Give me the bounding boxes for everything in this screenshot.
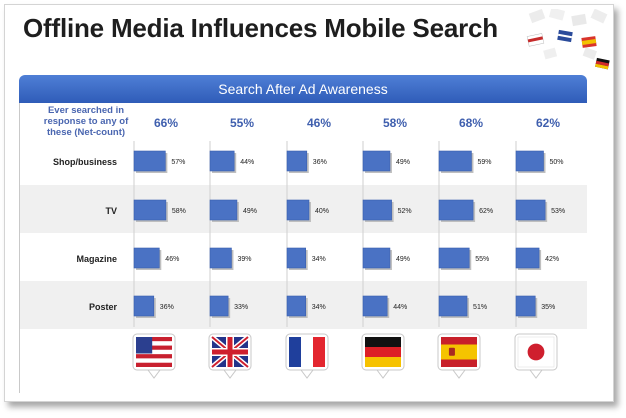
bar-value-label: 44% xyxy=(240,159,254,166)
flag-card-pointer xyxy=(300,369,314,379)
bar xyxy=(286,199,310,221)
france-flag-white xyxy=(301,337,313,367)
bar-value-label: 50% xyxy=(550,159,564,166)
bar-value-label: 35% xyxy=(541,304,555,311)
bar xyxy=(362,295,388,317)
bar xyxy=(438,247,470,269)
bar xyxy=(209,295,229,317)
bar xyxy=(362,247,391,269)
bar-value-label: 52% xyxy=(398,208,412,215)
flag-card-pointer xyxy=(529,369,543,379)
germany-flag-gold xyxy=(365,357,401,367)
bar xyxy=(133,295,155,317)
column-total-label: 46% xyxy=(307,116,331,130)
bar-value-label: 58% xyxy=(172,208,186,215)
question-label: Ever searched in response to any of thes… xyxy=(43,105,129,138)
france-flag-red xyxy=(313,337,325,367)
category-label: Shop/business xyxy=(53,157,117,167)
bar xyxy=(515,150,544,172)
bar xyxy=(133,150,166,172)
uk-flag-cross-red xyxy=(212,349,248,355)
bar-value-label: 59% xyxy=(477,159,491,166)
slide: Offline Media Influences Mobile Search S… xyxy=(4,4,614,402)
bar xyxy=(209,199,238,221)
bar-value-label: 36% xyxy=(160,304,174,311)
bar-value-label: 55% xyxy=(475,256,489,263)
chart-plot: Shop/business TV Magazine Poster 66% 57% 58% 46… xyxy=(53,116,565,379)
usa-flag-stripe xyxy=(136,362,172,367)
bar-value-label: 34% xyxy=(312,256,326,263)
germany-flag-red xyxy=(365,347,401,357)
bar xyxy=(286,295,307,317)
chart-header-bar xyxy=(19,75,587,103)
bar xyxy=(515,247,540,269)
bar xyxy=(515,199,546,221)
spain-flag-yellow xyxy=(441,344,477,360)
bar xyxy=(438,295,468,317)
bar xyxy=(362,199,392,221)
bar xyxy=(286,247,307,269)
bar xyxy=(209,150,235,172)
germany-flag-black xyxy=(365,337,401,347)
bar-value-label: 49% xyxy=(396,256,410,263)
usa-flag-stripe xyxy=(136,345,172,350)
bar-value-label: 33% xyxy=(234,304,248,311)
bar-value-label: 49% xyxy=(396,159,410,166)
category-label: TV xyxy=(105,206,117,216)
bar xyxy=(133,247,160,269)
category-label: Magazine xyxy=(76,254,117,264)
flag-card-pointer xyxy=(376,369,390,379)
panel-left-border xyxy=(19,103,20,393)
bar-value-label: 53% xyxy=(551,208,565,215)
usa-flag-stripe xyxy=(136,358,172,363)
column-total-label: 66% xyxy=(154,116,178,130)
chart-panel: Search After Ad Awareness Ever searched … xyxy=(19,75,587,399)
bar-value-label: 46% xyxy=(165,256,179,263)
usa-flag-stripe xyxy=(136,337,172,342)
flag-card-pointer xyxy=(147,369,161,379)
bar xyxy=(133,199,167,221)
bar-value-label: 49% xyxy=(243,208,257,215)
bar-value-label: 39% xyxy=(237,256,251,263)
bar-value-label: 51% xyxy=(473,304,487,311)
bar xyxy=(362,150,391,172)
category-label: Poster xyxy=(89,302,118,312)
usa-flag-stripe xyxy=(136,341,172,346)
slide-title: Offline Media Influences Mobile Search xyxy=(23,13,498,43)
decorative-flag-collage xyxy=(526,9,610,70)
bar-value-label: 62% xyxy=(479,208,493,215)
bar xyxy=(438,199,474,221)
column-total-label: 55% xyxy=(230,116,254,130)
column-total-label: 68% xyxy=(459,116,483,130)
bar-value-label: 57% xyxy=(171,159,185,166)
chart-title: Search After Ad Awareness xyxy=(218,81,388,97)
column-total-label: 58% xyxy=(383,116,407,130)
bar xyxy=(438,150,472,172)
bar-value-label: 34% xyxy=(312,304,326,311)
bar-value-label: 40% xyxy=(315,208,329,215)
spain-flag-emblem xyxy=(448,347,455,356)
flag-card-pointer xyxy=(452,369,466,379)
bar-value-label: 44% xyxy=(393,304,407,311)
bar xyxy=(515,295,536,317)
flag-card-pointer xyxy=(223,369,237,379)
france-flag-blue xyxy=(289,337,301,367)
bar xyxy=(286,150,308,172)
usa-flag-stripe xyxy=(136,349,172,355)
usa-flag-stripe xyxy=(136,354,172,359)
bar xyxy=(209,247,232,269)
japan-flag-sun xyxy=(527,343,545,361)
usa-flag-canton xyxy=(136,337,153,354)
column-total-label: 62% xyxy=(536,116,560,130)
bar-value-label: 36% xyxy=(313,159,327,166)
bar-value-label: 42% xyxy=(545,256,559,263)
